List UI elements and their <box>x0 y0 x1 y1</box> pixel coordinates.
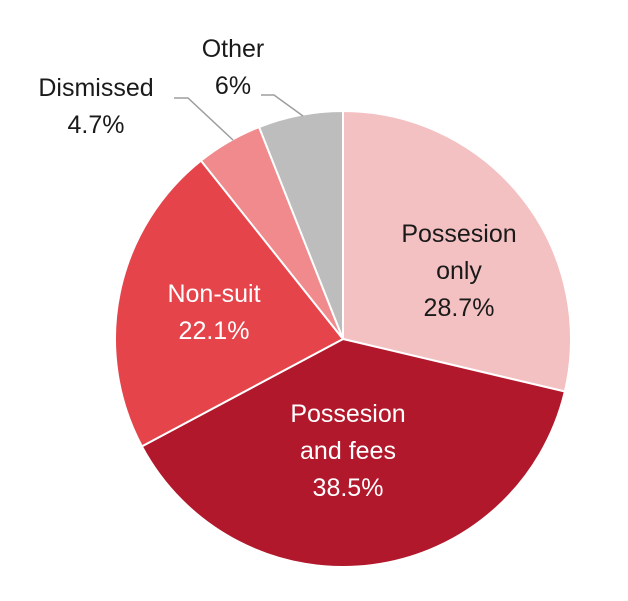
slice-name-label: Possesion <box>401 220 516 248</box>
slice-name-label: Possesion <box>290 400 405 428</box>
slice-name-label: Dismissed <box>38 74 153 102</box>
slice-value-label: 22.1% <box>179 317 250 345</box>
slice-name-label: Other <box>202 35 265 63</box>
slice-label-other: Other 6% <box>202 35 265 100</box>
leader-line-other <box>261 94 304 117</box>
pie-slice-other <box>258 110 344 340</box>
slice-label-possesion-and-fees: Possesion and fees 38.5% <box>290 400 405 502</box>
pie-slice-possesion-and-fees <box>140 338 566 568</box>
slice-value-label: 6% <box>215 72 251 100</box>
slice-label-dismissed: Dismissed 4.7% <box>38 74 153 139</box>
pie-slice-non-suit <box>114 159 344 448</box>
slice-name-label: and fees <box>300 437 396 465</box>
slice-value-label: 38.5% <box>313 474 384 502</box>
slice-name-label: only <box>436 257 482 285</box>
slice-value-label: 4.7% <box>68 111 125 139</box>
pie-slice-possesion-only <box>342 110 572 393</box>
slice-label-non-suit: Non-suit 22.1% <box>167 280 260 345</box>
leader-line-dismissed <box>174 97 234 141</box>
slice-name-label: Non-suit <box>167 280 260 308</box>
slice-label-possesion-only: Possesion only 28.7% <box>401 220 516 322</box>
slice-value-label: 28.7% <box>424 294 495 322</box>
